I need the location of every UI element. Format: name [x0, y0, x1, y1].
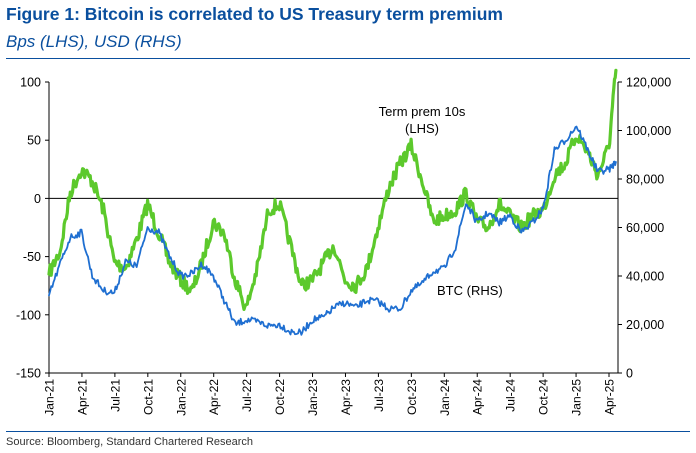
x-tick-label: Apr-23 [339, 379, 353, 415]
y-right-tick-label: 40,000 [626, 270, 664, 284]
x-tick-label: Jul-24 [504, 379, 518, 412]
y-left-tick-label: -100 [16, 308, 41, 322]
x-tick-label: Oct-21 [141, 379, 155, 415]
y-left-tick-label: -50 [23, 250, 41, 264]
x-tick-label: Jan-24 [438, 379, 452, 416]
x-tick-label: Jul-22 [240, 379, 254, 412]
y-left-tick-label: -150 [16, 367, 41, 381]
y-left-tick-label: 0 [34, 192, 41, 206]
source-note: Source: Bloomberg, Standard Chartered Re… [6, 436, 254, 448]
x-tick-label: Oct-23 [405, 379, 419, 415]
title-divider [6, 58, 690, 59]
x-tick-label: Apr-24 [471, 379, 485, 415]
chart-annotations: Term prem 10s (LHS) BTC (RHS) [379, 104, 503, 298]
x-tick-label: Jan-25 [570, 379, 584, 416]
term-premium-annotation: (LHS) [405, 121, 439, 136]
x-tick-label: Jul-21 [108, 379, 122, 412]
chart-lines [47, 68, 618, 336]
y-right-tick-label: 120,000 [626, 76, 671, 90]
y-right-tick-label: 60,000 [626, 221, 664, 235]
y-right-tick-label: 80,000 [626, 173, 664, 187]
btc-line [48, 125, 617, 336]
x-tick-label: Oct-22 [273, 379, 287, 415]
x-tick-label: Jan-21 [43, 379, 57, 416]
x-tick-label: Jul-23 [372, 379, 386, 412]
x-tick-label: Jan-23 [306, 379, 320, 416]
page-title: Figure 1: Bitcoin is correlated to US Tr… [6, 4, 503, 24]
x-tick-label: Oct-24 [537, 379, 551, 415]
y-right-tick-label: 20,000 [626, 318, 664, 332]
y-right-tick-label: 0 [626, 367, 633, 381]
x-tick-label: Jan-22 [174, 379, 188, 416]
x-tick-label: Apr-21 [75, 379, 89, 415]
page-subtitle: Bps (LHS), USD (RHS) [6, 32, 182, 51]
y-left-tick-label: 100 [20, 76, 41, 90]
y-right-tick-label: 100,000 [626, 124, 671, 138]
y-left-tick-label: 50 [27, 134, 41, 148]
footer-divider [6, 431, 690, 432]
btc-annotation: BTC (RHS) [437, 283, 503, 298]
term-premium-line [47, 68, 618, 311]
x-tick-label: Apr-25 [603, 379, 617, 415]
x-tick-label: Apr-22 [207, 379, 221, 415]
term-premium-annotation: Term prem 10s [379, 104, 466, 119]
chart-axes: 100 50 0 -50 -100 -150 120,000 100,000 80,000 60,… [16, 76, 671, 416]
